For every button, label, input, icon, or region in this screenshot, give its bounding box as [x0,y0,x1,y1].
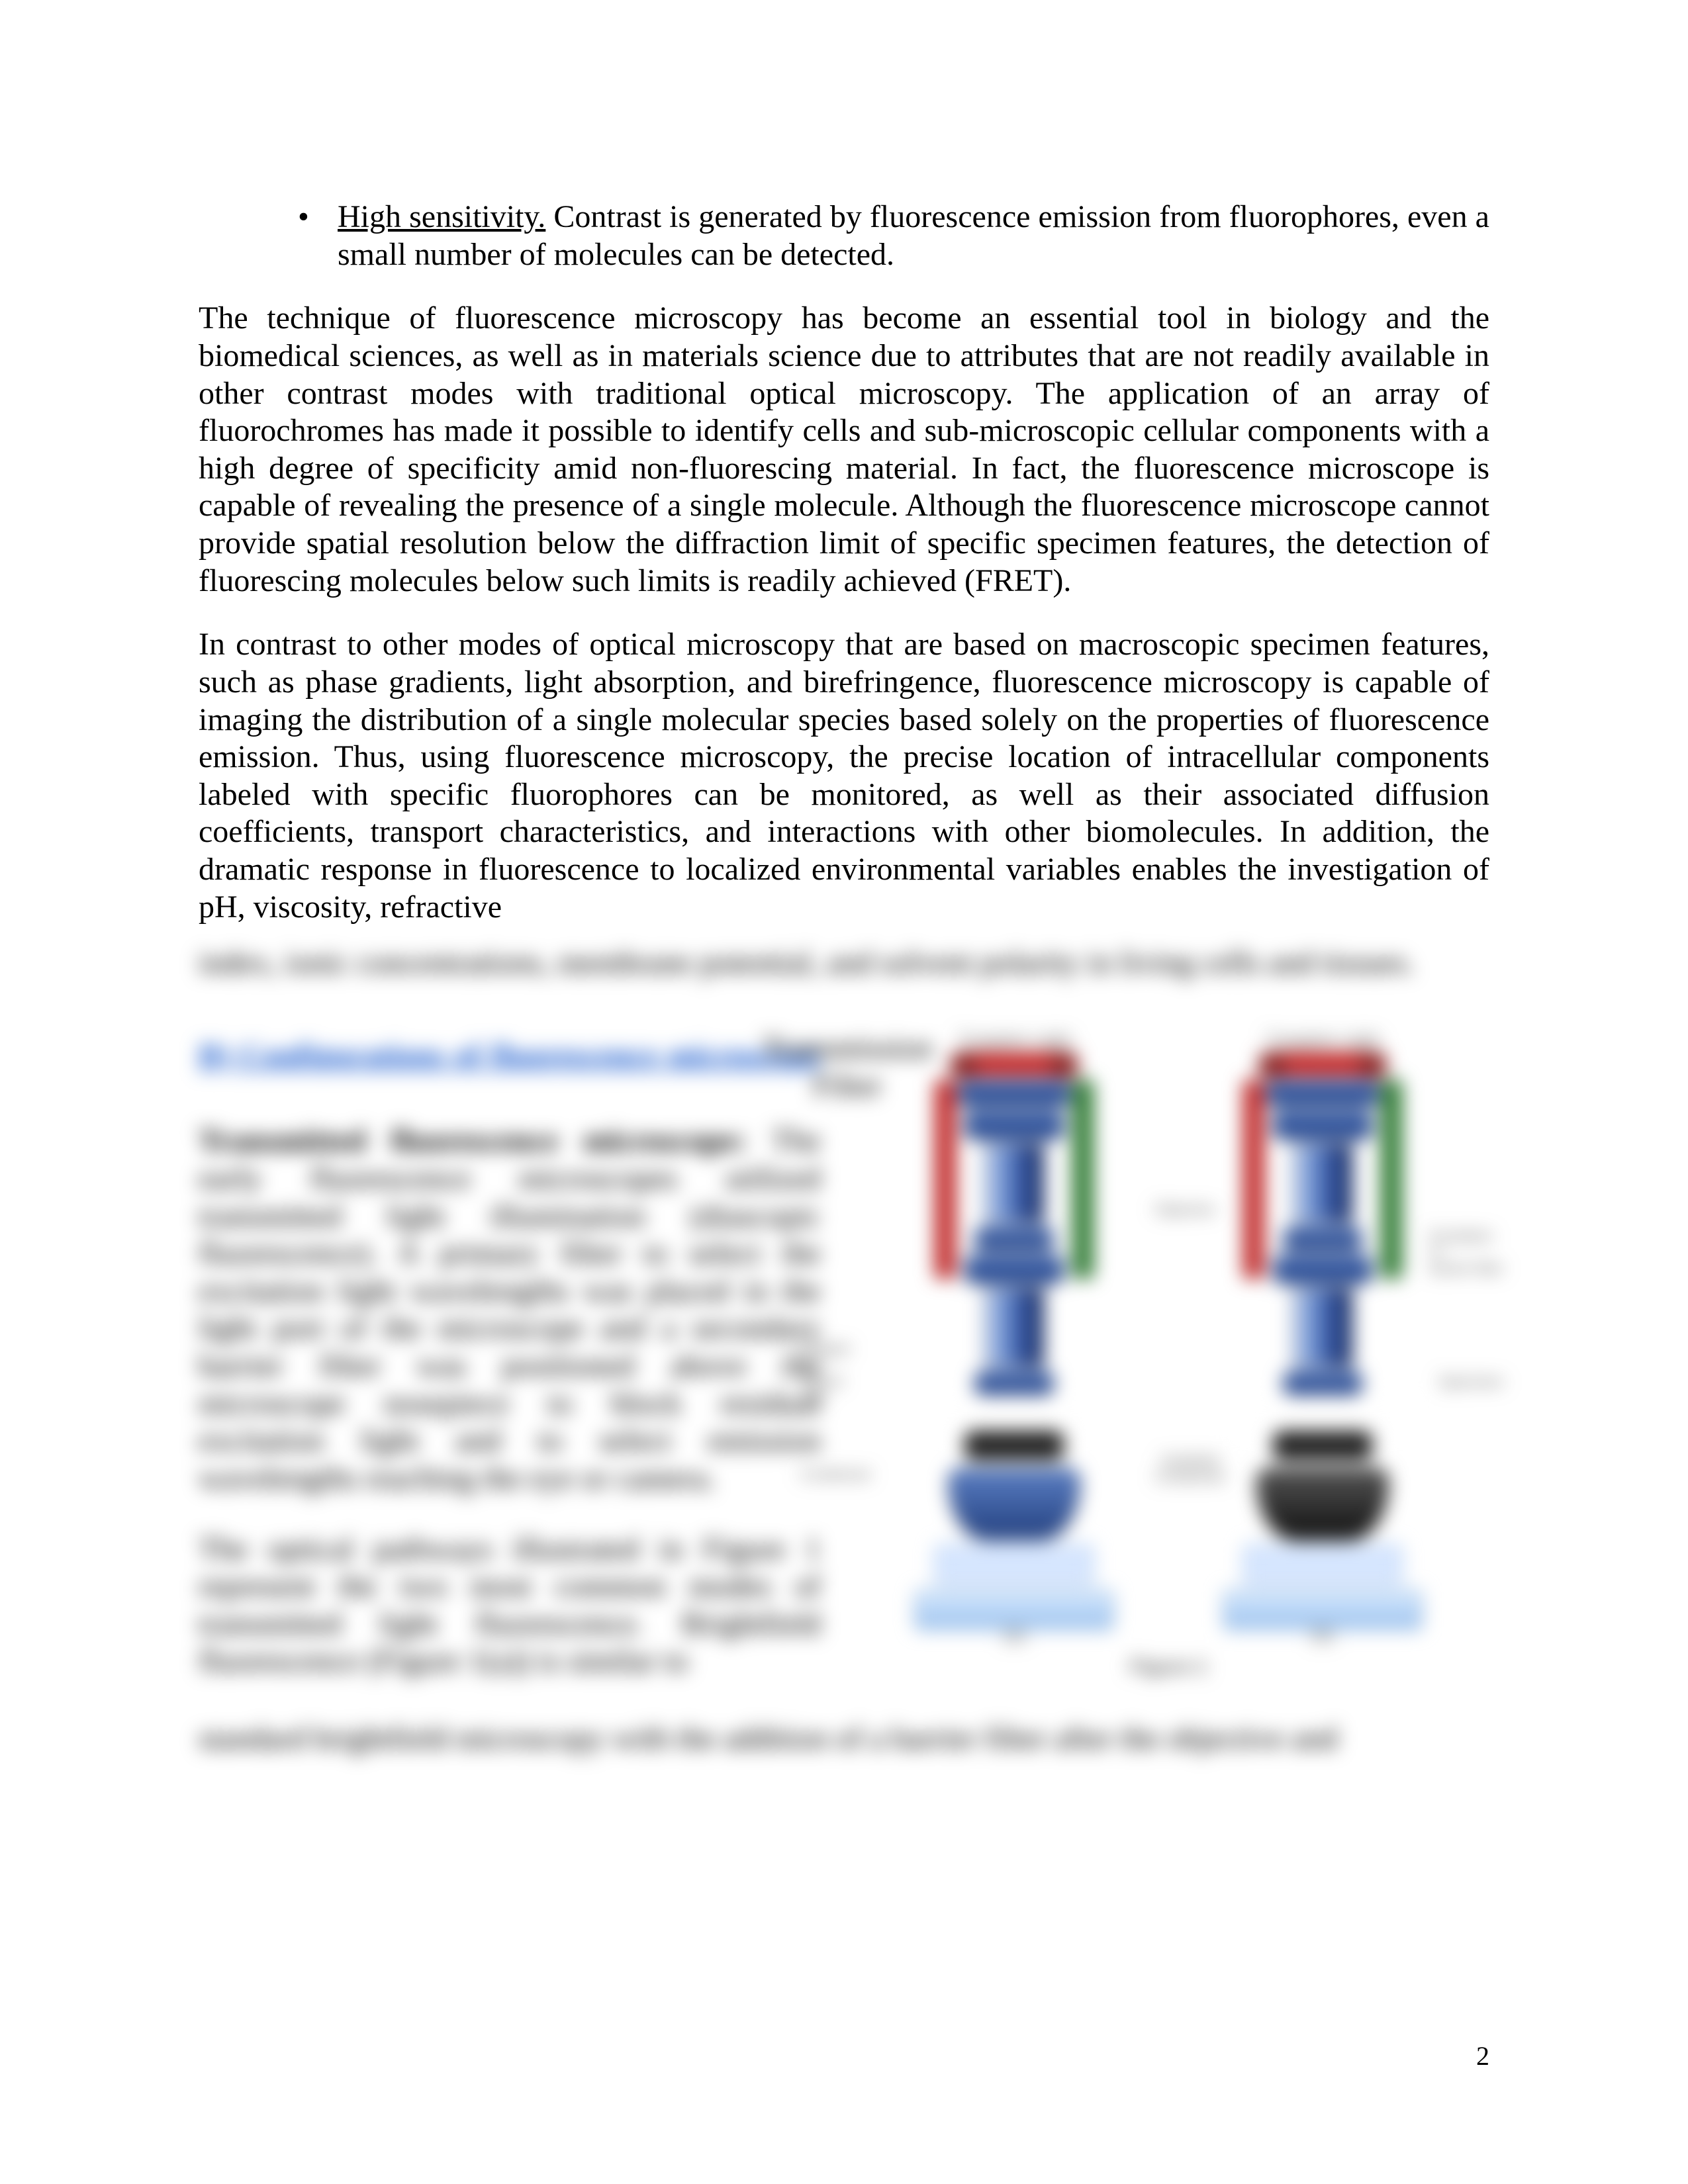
condenser-a [948,1468,1080,1541]
two-column-block: Transmitted fluorescence microscope: The… [199,1122,1489,1713]
ring [1273,1111,1372,1140]
figure-caption: Figure 1 [847,1655,1489,1678]
barrel-a [964,1080,1064,1629]
condenser-base [1243,1545,1402,1584]
ring [974,1227,1054,1251]
tube [1293,1288,1352,1367]
optical-pathways-paragraph: The optical pathways illustrated in Figu… [199,1531,821,1681]
emission-stripe-b [1381,1080,1402,1279]
microscope-a: Tungsten Light [873,1030,1156,1705]
bullet-text: High sensitivity. Contrast is generated … [338,199,1489,273]
paragraph-2: In contrast to other modes of optical mi… [199,626,1489,926]
excitation-stripe-b [1243,1080,1264,1279]
specimen-plane [1237,1402,1409,1428]
stopper [1273,1431,1372,1460]
ring [1283,1371,1362,1395]
ring [964,1255,1064,1284]
bullet-marker: • [298,199,338,273]
paragraph-after-figure: standard brightfield microscopy with the… [199,1720,1489,1758]
lamp-label-b: Tungsten Light [1266,1030,1379,1050]
figure-sublabel-a: (a) [873,1623,1156,1645]
lamp-b [1263,1052,1382,1076]
ann-darkfield: DarkfieldCondenser [1154,1453,1226,1485]
barrel-b [1273,1080,1372,1629]
emission-stripe-a [1072,1080,1094,1279]
condenser-base [935,1545,1094,1584]
ann-excitation: Excitationorbarrier filter [1430,1228,1503,1277]
bullet-item: • High sensitivity. Contrast is generate… [199,199,1489,273]
paragraph-2-cont: index, ionic concentrations, membrane po… [199,944,1489,982]
ann-transmission-filter: TransmissionFilter [526,1030,1168,1105]
darkfield-condenser [1256,1468,1389,1541]
tube [984,1288,1044,1367]
transmitted-paragraph: Transmitted fluorescence microscope: The… [199,1122,821,1497]
page-number: 2 [1476,2040,1489,2071]
paragraph-1: The technique of fluorescence microscopy… [199,300,1489,600]
tube [1293,1144,1352,1223]
ring [1273,1255,1372,1284]
tube [984,1144,1044,1223]
stopper [964,1431,1064,1460]
excitation-stripe-a [935,1080,956,1279]
specimen-plane [928,1402,1100,1428]
page: • High sensitivity. Contrast is generate… [0,0,1688,2184]
ann-stopper: Stopperonopticalaxis [800,1341,851,1405]
ring [974,1371,1054,1395]
ring [1283,1227,1362,1251]
ring [1266,1080,1379,1107]
ann-specimen: Specimen [1438,1374,1503,1390]
ann-condenser: Condenser [800,1467,872,1482]
microscope-b: Tungsten Light [1181,1030,1464,1705]
figure-sublabel-b: (b) [1181,1623,1464,1645]
transmitted-body: The early fluorescence microscopes utili… [199,1123,821,1496]
transmitted-heading: Transmitted fluorescence microscope: [199,1123,747,1158]
ring [964,1111,1064,1140]
bullet-lead: High sensitivity. [338,199,545,234]
content-area: • High sensitivity. Contrast is generate… [199,199,1489,1758]
blurred-region: index, ionic concentrations, membrane po… [199,944,1489,1757]
figure-column: Tungsten Light [847,1122,1489,1713]
left-text-column: Transmitted fluorescence microscope: The… [199,1122,821,1713]
figure-1: Tungsten Light [847,1030,1489,1705]
